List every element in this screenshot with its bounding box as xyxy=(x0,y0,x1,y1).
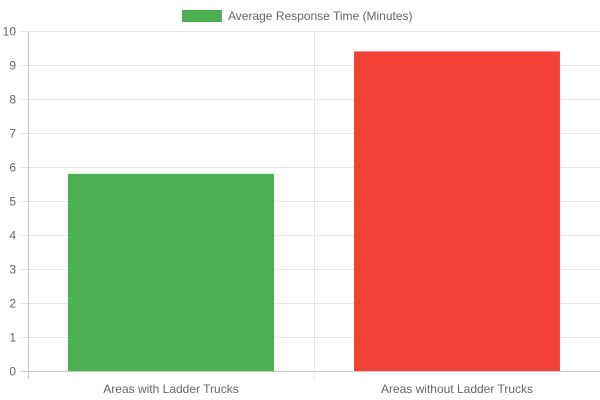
bar[interactable] xyxy=(68,173,274,371)
x-tick-label: Areas without Ladder Trucks xyxy=(381,382,533,396)
y-tick-label: 6 xyxy=(9,161,16,175)
y-tick-label: 8 xyxy=(9,93,16,107)
bar[interactable] xyxy=(354,51,560,372)
x-axis: Areas with Ladder Trucks Areas without La… xyxy=(103,382,533,396)
legend-label[interactable]: Average Response Time (Minutes) xyxy=(228,9,413,23)
y-tick-label: 2 xyxy=(9,297,16,311)
y-tick-label: 9 xyxy=(9,59,16,73)
y-tick-label: 4 xyxy=(9,229,16,243)
y-tick-label: 3 xyxy=(9,263,16,277)
y-axis: 0 1 2 3 4 5 6 7 8 9 10 xyxy=(3,25,17,379)
y-tick-label: 5 xyxy=(9,195,16,209)
legend[interactable]: Average Response Time (Minutes) xyxy=(182,9,413,23)
y-tick-label: 1 xyxy=(9,331,16,345)
y-tick-label: 7 xyxy=(9,127,16,141)
legend-swatch[interactable] xyxy=(182,10,222,22)
bars xyxy=(68,51,560,372)
y-tick-label: 10 xyxy=(3,25,17,39)
y-tick-label: 0 xyxy=(9,365,16,379)
x-tick-label: Areas with Ladder Trucks xyxy=(103,382,238,396)
